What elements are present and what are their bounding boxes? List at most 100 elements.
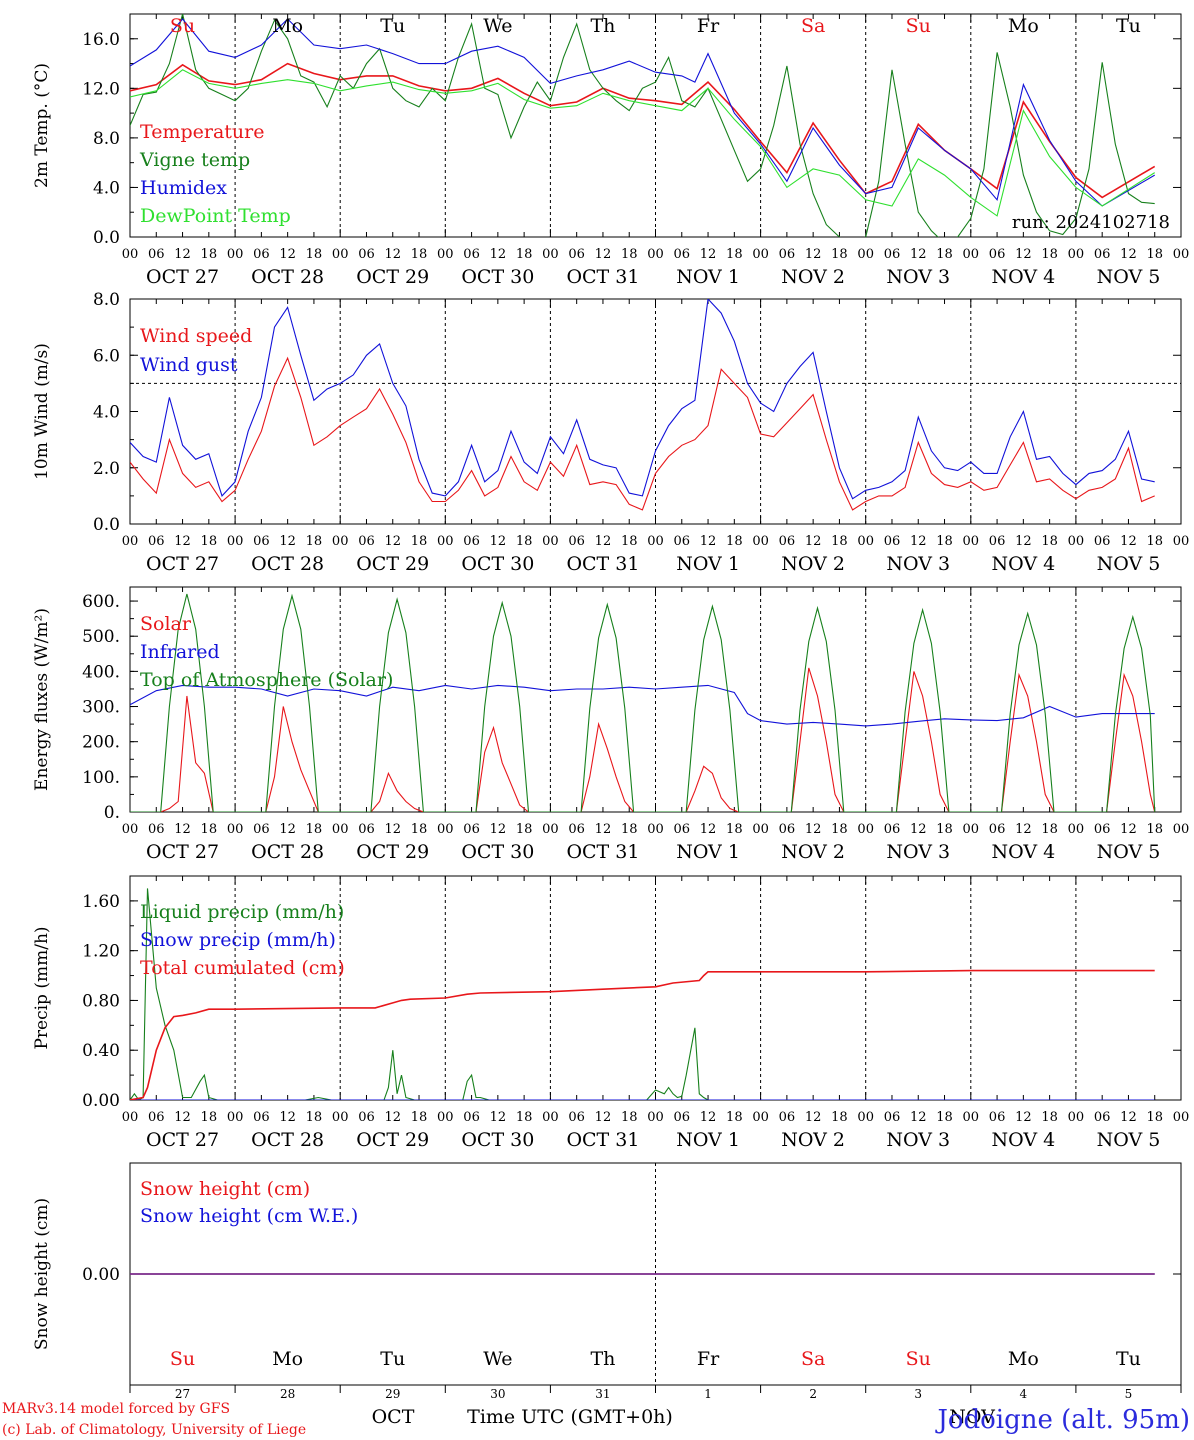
day-of-week-label: Tu bbox=[1116, 15, 1141, 37]
hour-tick-label: 12 bbox=[1015, 534, 1032, 549]
date-label: NOV 2 bbox=[781, 266, 845, 288]
date-label: NOV 3 bbox=[886, 1129, 950, 1151]
hour-tick-label: 18 bbox=[621, 1110, 638, 1125]
series-line-energy-0 bbox=[130, 667, 1156, 812]
hour-tick-label: 06 bbox=[568, 534, 585, 549]
day-of-week-label: Fr bbox=[697, 15, 720, 37]
hour-tick-label: 18 bbox=[201, 822, 218, 837]
hour-tick-label: 12 bbox=[1015, 1110, 1032, 1125]
day-number-label: 4 bbox=[1020, 1387, 1028, 1401]
day-number-label: 29 bbox=[385, 1387, 400, 1401]
hour-tick-label: 12 bbox=[279, 534, 296, 549]
day-of-week-label: Mo bbox=[272, 1348, 303, 1370]
y-axis-label: 2m Temp. (°C) bbox=[32, 63, 52, 188]
hour-tick-label: 00 bbox=[227, 534, 244, 549]
hour-tick-label: 12 bbox=[910, 247, 927, 262]
legend-entry: Liquid precip (mm/h) bbox=[140, 901, 344, 923]
hour-tick-label: 06 bbox=[253, 534, 270, 549]
panel-precip bbox=[129, 875, 1182, 1101]
hour-tick-label: 12 bbox=[384, 247, 401, 262]
hour-tick-label: 12 bbox=[1015, 822, 1032, 837]
hour-tick-label: 06 bbox=[148, 822, 165, 837]
day-of-week-label: Mo bbox=[1008, 1348, 1039, 1370]
hour-tick-label: 06 bbox=[674, 822, 691, 837]
hour-tick-label: 00 bbox=[542, 534, 559, 549]
hour-tick-label: 06 bbox=[989, 822, 1006, 837]
month-label: OCT bbox=[372, 1406, 415, 1428]
day-number-label: 3 bbox=[914, 1387, 922, 1401]
hour-tick-label: 06 bbox=[148, 1110, 165, 1125]
hour-tick-label: 06 bbox=[989, 534, 1006, 549]
y-tick-label: 500. bbox=[82, 627, 120, 647]
hour-tick-label: 18 bbox=[306, 1110, 323, 1125]
date-label: NOV 2 bbox=[781, 1129, 845, 1151]
legend-entry: Snow height (cm) bbox=[140, 1178, 310, 1200]
date-label: OCT 29 bbox=[356, 1129, 429, 1151]
hour-tick-label: 12 bbox=[910, 534, 927, 549]
day-of-week-label: Tu bbox=[380, 15, 405, 37]
hour-tick-label: 00 bbox=[1068, 534, 1085, 549]
series-line-energy-2 bbox=[130, 593, 1156, 812]
y-tick-label: 0. bbox=[104, 803, 120, 823]
day-number-label: 2 bbox=[809, 1387, 817, 1401]
y-tick-label: 0.0 bbox=[93, 515, 120, 535]
y-axis-label: Energy fluxes (W/m²) bbox=[32, 608, 52, 791]
hour-tick-label: 18 bbox=[936, 1110, 953, 1125]
station-name: Jodoigne (alt. 95m) bbox=[934, 1405, 1190, 1435]
hour-tick-label: 12 bbox=[805, 534, 822, 549]
hour-tick-label: 06 bbox=[358, 534, 375, 549]
hour-tick-label: 18 bbox=[411, 1110, 428, 1125]
legend-entry: Humidex bbox=[140, 177, 227, 199]
day-of-week-label: Tu bbox=[380, 1348, 405, 1370]
y-axis-label: Snow height (cm) bbox=[32, 1198, 52, 1350]
date-label: OCT 29 bbox=[356, 266, 429, 288]
hour-tick-label: 00 bbox=[857, 1110, 874, 1125]
y-tick-label: 0.80 bbox=[82, 991, 120, 1011]
hour-tick-label: 00 bbox=[332, 534, 349, 549]
hour-tick-label: 00 bbox=[1173, 822, 1190, 837]
hour-tick-label: 00 bbox=[752, 534, 769, 549]
hour-tick-label: 18 bbox=[516, 534, 533, 549]
run-annotation: run: 2024102718 bbox=[1012, 212, 1170, 233]
hour-tick-label: 18 bbox=[306, 534, 323, 549]
hour-tick-label: 00 bbox=[1173, 247, 1190, 262]
hour-tick-label: 12 bbox=[805, 1110, 822, 1125]
date-label: NOV 4 bbox=[991, 266, 1055, 288]
hour-tick-label: 18 bbox=[621, 247, 638, 262]
hour-tick-label: 18 bbox=[726, 822, 743, 837]
hour-tick-label: 06 bbox=[253, 822, 270, 837]
hour-tick-label: 18 bbox=[1041, 534, 1058, 549]
hour-tick-label: 00 bbox=[437, 534, 454, 549]
date-label: NOV 3 bbox=[886, 553, 950, 575]
hour-tick-label: 00 bbox=[963, 822, 980, 837]
day-of-week-label: Th bbox=[590, 15, 615, 37]
date-label: NOV 5 bbox=[1097, 553, 1161, 575]
y-tick-label: 16.0 bbox=[82, 30, 120, 50]
legend-entry: Wind speed bbox=[140, 325, 252, 347]
hour-tick-label: 18 bbox=[306, 247, 323, 262]
series-line-temp-3 bbox=[130, 69, 1155, 217]
hour-tick-label: 12 bbox=[1120, 1110, 1137, 1125]
hour-tick-label: 06 bbox=[1094, 247, 1111, 262]
y-tick-label: 0.40 bbox=[82, 1041, 120, 1061]
y-tick-label: 4.0 bbox=[93, 403, 120, 423]
hour-tick-label: 12 bbox=[174, 822, 191, 837]
panel-frame bbox=[129, 13, 1182, 238]
hour-tick-label: 00 bbox=[857, 247, 874, 262]
y-tick-label: 4.0 bbox=[93, 178, 120, 198]
hour-tick-label: 18 bbox=[516, 822, 533, 837]
hour-tick-label: 06 bbox=[463, 247, 480, 262]
hour-tick-label: 12 bbox=[700, 534, 717, 549]
hour-tick-label: 06 bbox=[463, 822, 480, 837]
y-tick-label: 0.0 bbox=[93, 228, 120, 248]
hour-tick-label: 12 bbox=[595, 247, 612, 262]
y-axis-label: 10m Wind (m/s) bbox=[32, 343, 52, 480]
hour-tick-label: 18 bbox=[621, 534, 638, 549]
date-label: OCT 29 bbox=[356, 553, 429, 575]
hour-tick-label: 00 bbox=[122, 534, 139, 549]
hour-tick-label: 00 bbox=[332, 247, 349, 262]
panel-wind bbox=[129, 298, 1182, 525]
day-of-week-label: We bbox=[483, 15, 512, 37]
date-label: NOV 2 bbox=[781, 841, 845, 863]
